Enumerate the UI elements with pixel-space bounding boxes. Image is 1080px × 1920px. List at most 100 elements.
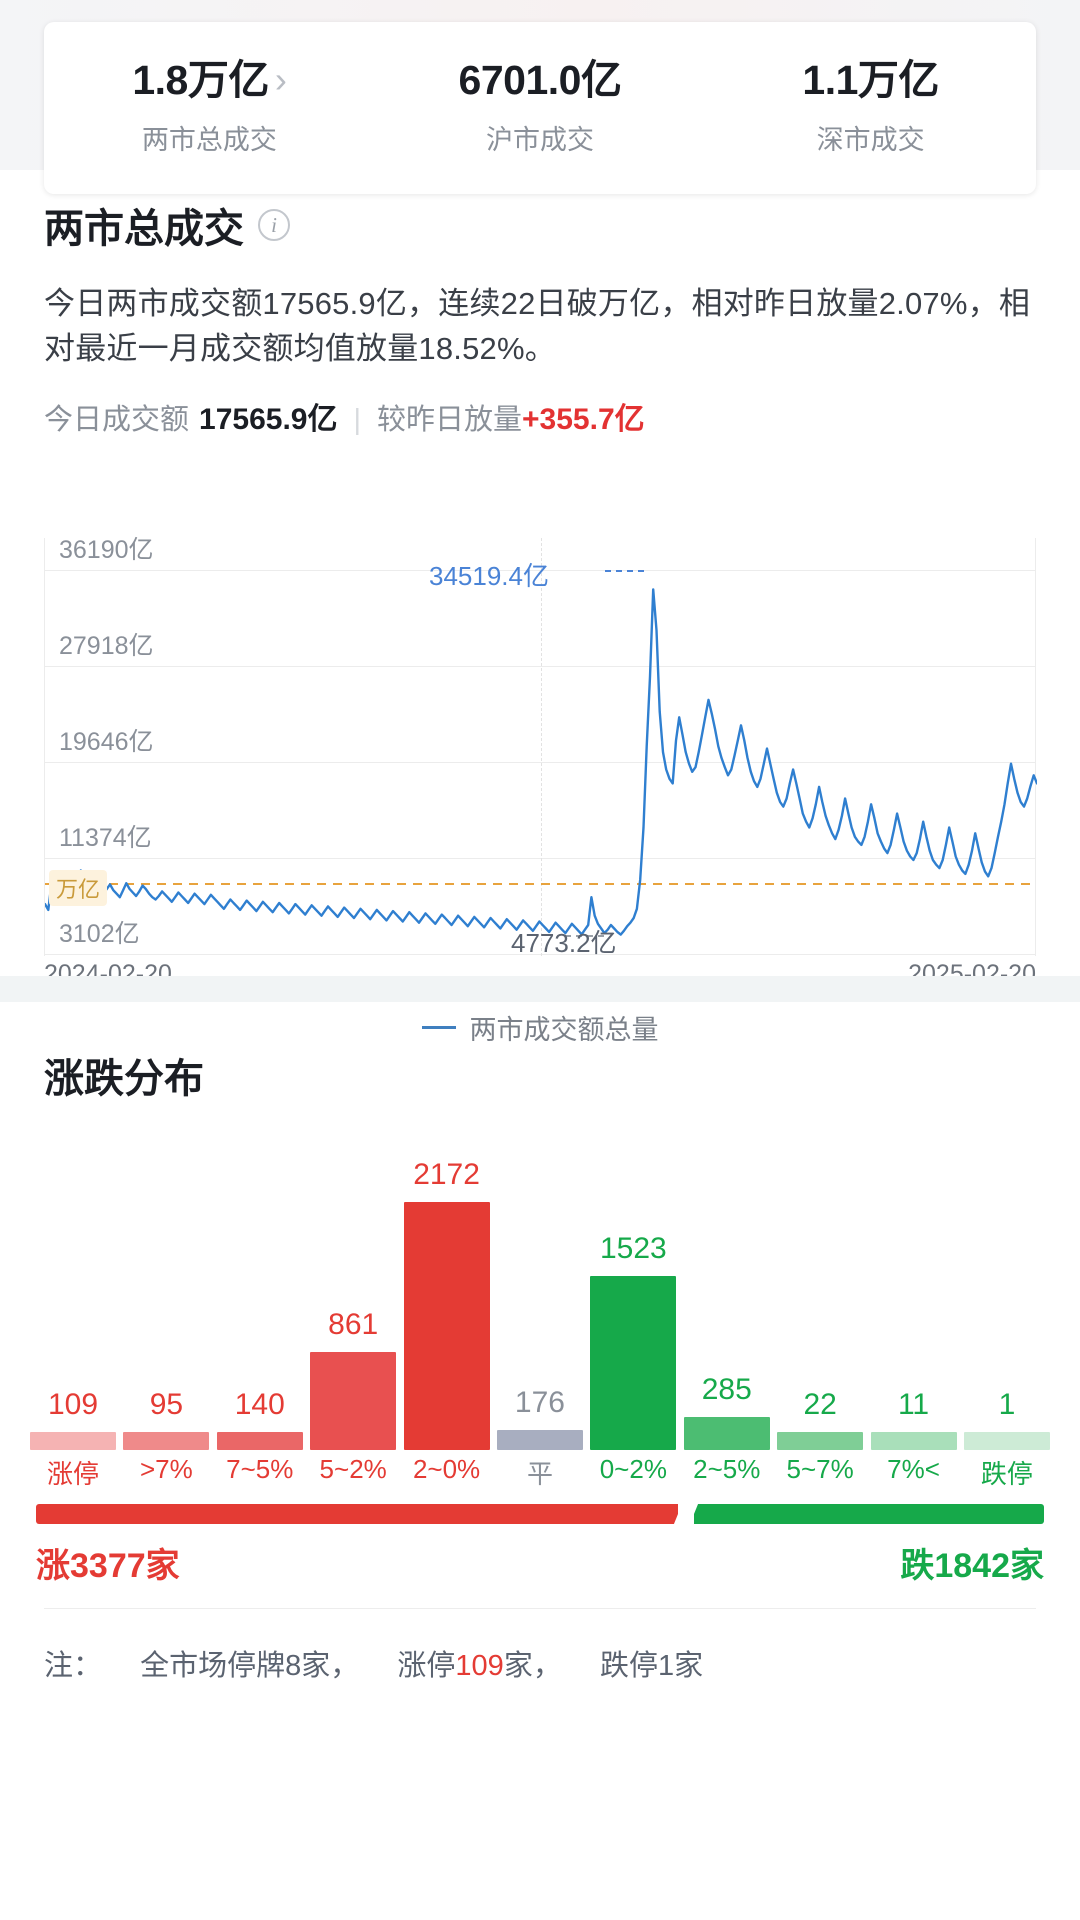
y-tick-1: 11374亿 — [59, 824, 152, 852]
line-chart-legend: 两市成交额总量 — [44, 1008, 1036, 1047]
summary-value-total: 1.8万亿 › — [44, 59, 375, 101]
line-chart-plot: 36190亿 27918亿 19646亿 11374亿 3102亿 万亿 345… — [44, 536, 1037, 958]
distribution-axis-labels: 涨停 >7% 7~5% 5~2% 2~0% 平 0~2% 2~5% 5~7% 7%< 跌停 — [30, 1454, 1050, 1491]
summary-label-total: 两市总成交 — [141, 124, 277, 155]
bar-tick-4: 2~0% — [412, 1454, 481, 1484]
bar-value-0: 109 — [47, 1388, 99, 1421]
updown-ratio-bar — [36, 1504, 1044, 1524]
ratio-up-segment — [36, 1504, 678, 1524]
bar-tick-0: 涨停 — [46, 1459, 99, 1489]
bar-7[interactable] — [683, 1417, 770, 1450]
total-down-label: 跌1842家 — [900, 1547, 1044, 1585]
summary-item-sz[interactable]: 1.1万亿 深市成交 — [705, 56, 1036, 157]
note-limit-up-value: 109 — [455, 1650, 504, 1682]
bar-column-5[interactable]: 176 — [496, 1120, 583, 1450]
wanyi-reference-label: 万亿 — [49, 870, 108, 906]
bar-4[interactable] — [403, 1202, 490, 1450]
updown-totals: 涨3377家 跌1842家 — [36, 1538, 1044, 1587]
bar-tick-8: 5~7% — [786, 1454, 854, 1484]
bar-value-3: 861 — [328, 1307, 379, 1341]
today-turnover-label: 今日成交额 — [44, 403, 190, 436]
bar-value-4: 2172 — [413, 1158, 480, 1191]
delta-turnover-value: +355.7亿 — [522, 402, 645, 436]
turnover-title-row: 两市总成交 i — [44, 196, 1080, 254]
bar-column-8[interactable]: 22 — [777, 1120, 864, 1450]
bar-8[interactable] — [777, 1432, 864, 1450]
bar-1[interactable] — [123, 1432, 210, 1450]
bar-value-10: 1 — [998, 1388, 1016, 1421]
turnover-line-chart[interactable]: 36190亿 27918亿 19646亿 11374亿 3102亿 万亿 345… — [44, 536, 1037, 1045]
bar-3[interactable] — [310, 1351, 397, 1450]
bar-tick-10: 跌停 — [980, 1459, 1033, 1489]
summary-value-sh: 6701.0亿 — [375, 56, 706, 103]
bar-column-1[interactable]: 95 — [123, 1120, 210, 1450]
turnover-description: 今日两市成交额17565.9亿，连续22日破万亿，相对昨日放量2.07%，相对最… — [44, 286, 1031, 366]
footer-note: 注： 全市场停牌8家， 涨停109家， 跌停1家 — [44, 1642, 703, 1684]
bar-value-5: 176 — [514, 1385, 565, 1419]
note-limit-up-suffix: 家， — [503, 1650, 562, 1682]
note-limit-up-label: 涨停 — [397, 1650, 456, 1682]
max-annotation-label: 34519.4亿 — [429, 561, 549, 591]
legend-swatch-icon — [421, 1026, 456, 1029]
y-tick-4: 36190亿 — [59, 536, 154, 564]
note-limit-down-label: 跌停 — [599, 1650, 658, 1682]
summary-item-sh[interactable]: 6701.0亿 沪市成交 — [375, 56, 706, 157]
bar-tick-7: 2~5% — [693, 1454, 761, 1484]
bar-column-7[interactable]: 285 — [683, 1120, 770, 1450]
bar-value-8: 22 — [803, 1388, 837, 1421]
section-divider-band — [0, 976, 1080, 1002]
summary-value-sz: 1.1万亿 — [705, 56, 1036, 103]
y-tick-2: 19646亿 — [59, 728, 154, 756]
series-line-total-turnover — [45, 588, 1037, 936]
summary-card: 1.8万亿 › 两市总成交 6701.0亿 沪市成交 1.1万亿 深市成交 — [44, 22, 1036, 194]
bar-6[interactable] — [590, 1276, 677, 1450]
distribution-bar-chart[interactable]: 109 95 140 861 2172 176 1523 285 22 11 1 — [30, 1120, 1050, 1450]
summary-label-sh: 沪市成交 — [486, 124, 594, 155]
bar-column-10[interactable]: 1 — [963, 1120, 1050, 1450]
bar-value-6: 1523 — [599, 1232, 667, 1266]
bar-column-4[interactable]: 2172 — [403, 1120, 490, 1450]
bar-column-9[interactable]: 11 — [870, 1120, 957, 1450]
turnover-section: 两市总成交 i 今日两市成交额17565.9亿，连续22日破万亿，相对昨日放量2… — [0, 196, 1080, 438]
bar-tick-9: 7%< — [887, 1454, 940, 1484]
ratio-down-segment — [694, 1504, 1044, 1524]
bar-value-1: 95 — [149, 1388, 184, 1421]
total-up-label: 涨3377家 — [36, 1547, 180, 1585]
summary-label-sz: 深市成交 — [816, 124, 925, 155]
summary-value-sh-text: 6701.0亿 — [458, 56, 622, 103]
turnover-stats-row: 今日成交额 17565.9亿 | 较昨日放量 +355.7亿 — [44, 394, 1036, 438]
bar-column-2[interactable]: 140 — [216, 1120, 303, 1450]
distribution-title: 涨跌分布 — [44, 1057, 204, 1101]
delta-turnover-label: 较昨日放量 — [377, 403, 523, 436]
bar-tick-2: 7~5% — [226, 1454, 294, 1484]
bar-column-3[interactable]: 861 — [310, 1120, 397, 1450]
bar-9[interactable] — [870, 1432, 957, 1450]
bar-column-0[interactable]: 109 — [30, 1120, 116, 1450]
bar-value-9: 11 — [897, 1388, 930, 1421]
bar-2[interactable] — [216, 1432, 303, 1450]
bar-value-2: 140 — [234, 1388, 285, 1421]
line-chart-svg — [45, 570, 1037, 937]
summary-item-total[interactable]: 1.8万亿 › 两市总成交 — [44, 59, 375, 157]
footer-divider — [44, 1608, 1036, 1609]
y-tick-3: 27918亿 — [59, 632, 154, 660]
note-prefix: 注： — [44, 1650, 103, 1682]
distribution-section: 涨跌分布 109 95 140 861 2172 176 1523 285 22 11 1 涨停 >7… — [0, 1002, 1080, 1682]
bar-0[interactable] — [30, 1432, 116, 1450]
bar-5[interactable] — [496, 1429, 583, 1450]
bar-value-7: 285 — [701, 1373, 752, 1407]
note-suspended: 全市场停牌8家， — [140, 1650, 360, 1682]
bar-tick-6: 0~2% — [599, 1454, 667, 1484]
bar-column-6[interactable]: 1523 — [590, 1120, 677, 1450]
y-tick-0: 3102亿 — [59, 920, 140, 948]
page-title: 两市总成交 — [44, 207, 244, 251]
bar-10[interactable] — [963, 1432, 1050, 1450]
info-icon[interactable]: i — [258, 209, 290, 241]
today-turnover-value: 17565.9亿 — [199, 402, 338, 436]
bar-tick-1: >7% — [140, 1454, 193, 1484]
note-limit-down-value: 1 — [657, 1650, 675, 1682]
summary-value-sz-text: 1.1万亿 — [802, 56, 939, 103]
bar-tick-3: 5~2% — [319, 1454, 387, 1484]
chevron-right-icon[interactable]: › — [274, 59, 287, 100]
